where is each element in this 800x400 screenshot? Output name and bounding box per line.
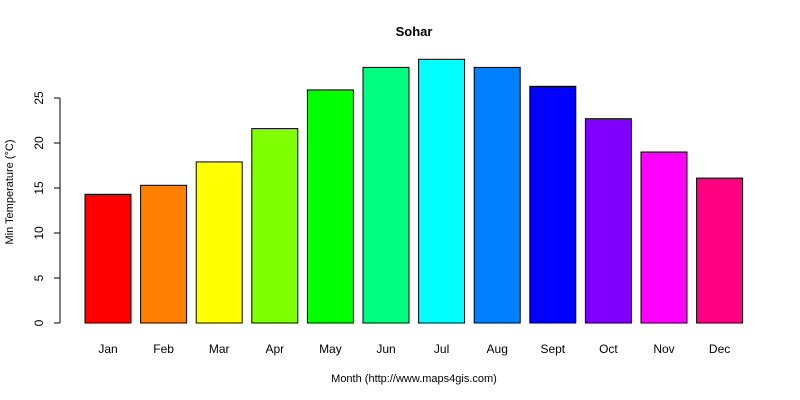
bar-jun: [362, 66, 410, 324]
y-tick-label: 5: [32, 274, 46, 281]
y-tick-label: 25: [32, 91, 46, 105]
y-axis: 0 5 10 15 20 25: [32, 91, 61, 326]
x-tick-label: Jan: [98, 342, 117, 356]
x-tick-label: Jul: [434, 342, 449, 356]
x-tick-label: Aug: [487, 342, 508, 356]
bar-may: [306, 89, 354, 324]
chart-title: Sohar: [396, 24, 433, 39]
y-axis-label: Min Temperature (°C): [4, 139, 16, 244]
bar-sept: [529, 85, 577, 324]
bar-dec: [696, 177, 744, 324]
bar-nov: [640, 151, 688, 324]
bar-jan: [84, 193, 132, 324]
x-tick-label: Jun: [376, 342, 395, 356]
x-tick-label: Apr: [265, 342, 284, 356]
x-tick-label: Nov: [653, 342, 674, 356]
x-tick-label: Dec: [709, 342, 730, 356]
bar-aug: [473, 66, 521, 324]
bar-apr: [251, 128, 299, 324]
bar-jul: [418, 58, 466, 324]
y-tick-label: 15: [32, 181, 46, 195]
y-tick-label: 10: [32, 226, 46, 240]
x-tick-label: Mar: [209, 342, 230, 356]
x-tick-label: Oct: [599, 342, 618, 356]
y-tick-label: 20: [32, 136, 46, 150]
bar-feb: [140, 184, 188, 324]
x-tick-label: May: [319, 342, 342, 356]
y-tick-label: 0: [32, 319, 46, 326]
x-tick-label: Sept: [540, 342, 565, 356]
bar-mar: [195, 161, 243, 324]
x-tick-label: Feb: [153, 342, 174, 356]
x-tick-labels: Jan Feb Mar Apr May Jun Jul Aug Sept Oct Nov Dec: [98, 342, 730, 356]
bars-group: [84, 58, 744, 324]
bar-oct: [584, 118, 632, 324]
x-axis-label: Month (http://www.maps4gis.com): [331, 373, 497, 385]
